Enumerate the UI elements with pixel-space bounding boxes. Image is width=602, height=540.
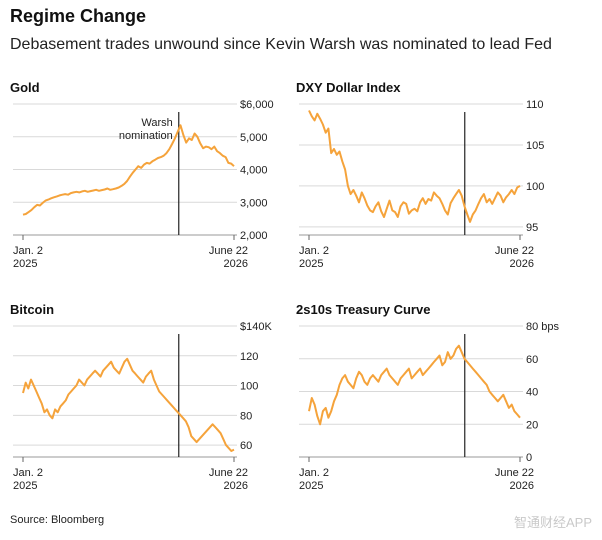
y-tick-label: 95 bbox=[526, 222, 538, 234]
panel-title: DXY Dollar Index bbox=[296, 80, 401, 95]
y-tick-label: 100 bbox=[526, 181, 544, 193]
y-tick-label: 40 bbox=[526, 387, 538, 399]
y-tick-label: 60 bbox=[526, 354, 538, 366]
x-end-label: 2026 bbox=[510, 258, 534, 270]
x-end-label: June 22 bbox=[495, 467, 534, 479]
x-start-label: Jan. 2 bbox=[299, 245, 329, 257]
x-start-label: Jan. 2 bbox=[13, 467, 43, 479]
y-tick-label: 120 bbox=[240, 351, 258, 363]
series-line bbox=[22, 124, 235, 216]
y-tick-label: 60 bbox=[240, 440, 252, 452]
chart-subtitle: Debasement trades unwound since Kevin Wa… bbox=[10, 36, 552, 53]
y-tick-label: 110 bbox=[526, 99, 544, 111]
annotation-text: nomination bbox=[119, 130, 173, 142]
panel-gold: Gold $6,000 5,000 4,000 3,000 2,000 Jan. 2 202… bbox=[10, 80, 290, 290]
y-tick-label: 105 bbox=[526, 140, 544, 152]
panel-2s10s: 2s10s Treasury Curve 80 bps 60 40 20 0 Jan. 2… bbox=[296, 302, 576, 512]
x-start-label: Jan. 2 bbox=[13, 245, 43, 257]
y-tick-label: 0 bbox=[526, 452, 532, 464]
x-end-label: June 22 bbox=[209, 467, 248, 479]
panel-title: Gold bbox=[10, 80, 40, 95]
watermark: 智通财经APP bbox=[513, 515, 592, 530]
x-start-label: Jan. 2 bbox=[299, 467, 329, 479]
y-tick-label: 3,000 bbox=[240, 197, 268, 209]
x-start-label: 2025 bbox=[13, 480, 37, 492]
y-tick-label: 80 bps bbox=[526, 321, 560, 333]
x-end-label: 2026 bbox=[510, 480, 534, 492]
y-tick-label: 2,000 bbox=[240, 230, 268, 242]
panel-title: 2s10s Treasury Curve bbox=[296, 302, 431, 317]
x-end-label: 2026 bbox=[224, 480, 248, 492]
x-end-label: June 22 bbox=[209, 245, 248, 257]
series-line bbox=[308, 110, 521, 223]
y-tick-label: $6,000 bbox=[240, 99, 274, 111]
panel-bitcoin: Bitcoin $140K 120 100 80 60 Jan. 2 2025 June 22… bbox=[10, 302, 290, 512]
y-tick-label: 100 bbox=[240, 381, 258, 393]
source-note: Source: Bloomberg bbox=[10, 514, 105, 526]
y-tick-label: 80 bbox=[240, 410, 252, 422]
y-tick-label: 20 bbox=[526, 419, 538, 431]
x-start-label: 2025 bbox=[299, 258, 323, 270]
y-tick-label: 5,000 bbox=[240, 132, 268, 144]
panel-dxy: DXY Dollar Index 110 105 100 95 Jan. 2 2025 Ju… bbox=[296, 80, 576, 290]
series-line bbox=[22, 357, 235, 452]
y-tick-label: $140K bbox=[240, 321, 272, 333]
y-tick-label: 4,000 bbox=[240, 165, 268, 177]
series-line bbox=[308, 344, 521, 426]
annotation-text: Warsh bbox=[141, 117, 172, 129]
x-end-label: June 22 bbox=[495, 245, 534, 257]
chart-title: Regime Change bbox=[10, 6, 147, 26]
x-start-label: 2025 bbox=[13, 258, 37, 270]
x-end-label: 2026 bbox=[224, 258, 248, 270]
x-start-label: 2025 bbox=[299, 480, 323, 492]
panel-title: Bitcoin bbox=[10, 302, 55, 317]
